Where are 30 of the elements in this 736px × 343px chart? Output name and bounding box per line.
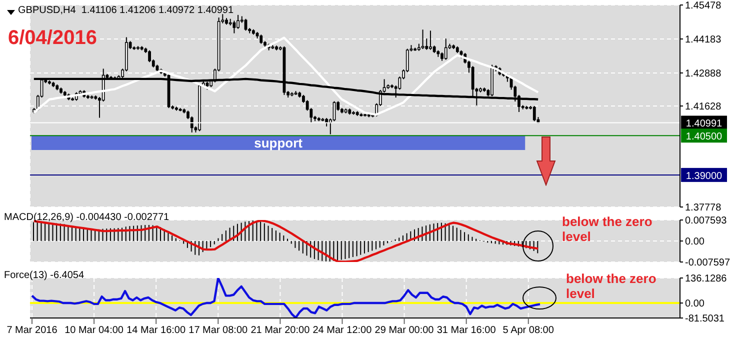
chart-title: GBPUSD,H4 1.41106 1.41206 1.40972 1.40991 — [18, 5, 234, 16]
text: below the zero level — [562, 214, 654, 245]
text: below the zero level — [566, 271, 658, 302]
x-tick-label: 24 Mar 12:00 — [312, 325, 372, 336]
x-tick-label: 21 Mar 20:00 — [250, 325, 310, 336]
y-tick-label: 1.42888 — [685, 68, 722, 80]
x-tick-label: 7 Mar 2016 — [6, 325, 58, 336]
y-tick-label: 0.00 — [685, 298, 705, 310]
y-tick-label: 1.45478 — [685, 0, 722, 12]
ref-line-label: 1.40500 — [686, 132, 723, 143]
y-tick-label: 1.41628 — [685, 102, 722, 113]
x-tick-label: 29 Mar 00:00 — [374, 325, 434, 336]
y-tick-label: -0.007597 — [685, 258, 730, 269]
band-label: support — [254, 136, 304, 151]
x-tick-label: 14 Mar 16:00 — [126, 325, 186, 336]
y-tick-label: 1.37778 — [685, 202, 722, 214]
y-tick-label: 0.007593 — [685, 216, 728, 227]
x-tick-label: 17 Mar 08:00 — [188, 325, 248, 336]
chart-title: MACD(12,26,9) -0.004430 -0.002771 — [4, 212, 170, 223]
ref-line-label: 1.39000 — [686, 170, 723, 182]
ref-line-label: 1.40991 — [686, 118, 723, 130]
chart-title: Force(13) -6.4054 — [4, 270, 84, 281]
y-tick-label: -81.5031 — [685, 314, 725, 325]
y-tick-label: 0.00 — [685, 236, 705, 248]
x-tick-label: 31 Mar 16:00 — [436, 325, 496, 336]
annotation: 6/04/2016 — [8, 27, 98, 50]
x-tick-label: 10 Mar 04:00 — [64, 325, 124, 336]
x-tick-label: 5 Apr 08:00 — [502, 325, 554, 336]
y-tick-label: 1.44183 — [685, 34, 722, 46]
y-tick-label: 136.1286 — [685, 274, 728, 285]
